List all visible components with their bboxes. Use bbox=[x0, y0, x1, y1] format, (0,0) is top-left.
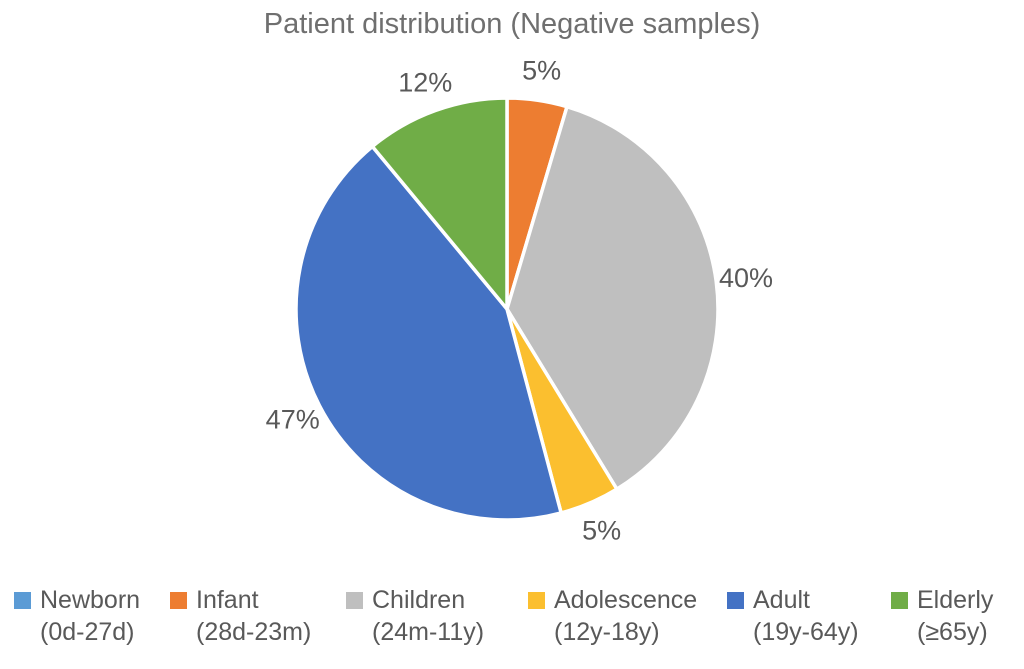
legend-swatch-infant-icon bbox=[170, 592, 187, 609]
legend-item-adult: Adult (19y-64y) bbox=[727, 584, 859, 648]
legend-range: (24m-11y) bbox=[372, 618, 485, 646]
legend-label: Children bbox=[372, 586, 466, 614]
pie-label-infant: 5% bbox=[522, 56, 561, 86]
pie-labels-group: 5% 40% 5% 47% 12% bbox=[266, 56, 773, 546]
legend-label: Newborn bbox=[40, 586, 141, 614]
legend-label: Infant bbox=[196, 586, 259, 614]
pie-label-adult: 47% bbox=[266, 404, 320, 434]
legend-range: (28d-23m) bbox=[196, 618, 312, 646]
legend-text: Adult (19y-64y) bbox=[753, 584, 859, 648]
legend-text: Newborn (0d-27d) bbox=[40, 584, 140, 648]
legend-range: (0d-27d) bbox=[40, 618, 135, 646]
legend-item-children: Children (24m-11y) bbox=[346, 584, 484, 648]
legend-range: (12y-18y) bbox=[554, 618, 660, 646]
legend-item-adolescence: Adolescence (12y-18y) bbox=[528, 584, 697, 648]
legend-text: Children (24m-11y) bbox=[372, 584, 484, 648]
legend-label: Adult bbox=[753, 586, 810, 614]
pie-label-children: 40% bbox=[719, 263, 773, 293]
legend-item-elderly: Elderly (≥65y) bbox=[891, 584, 993, 648]
legend-item-newborn: Newborn (0d-27d) bbox=[14, 584, 140, 648]
chart-title: Patient distribution (Negative samples) bbox=[263, 8, 761, 40]
pie-slices-group bbox=[294, 96, 720, 522]
pie-slice-elderly bbox=[370, 96, 509, 311]
legend-label: Elderly bbox=[917, 586, 994, 614]
pie-slice-adult bbox=[294, 144, 563, 522]
legend-text: Elderly (≥65y) bbox=[917, 584, 993, 648]
legend-text: Infant (28d-23m) bbox=[196, 584, 311, 648]
legend-item-infant: Infant (28d-23m) bbox=[170, 584, 311, 648]
legend-text: Adolescence (12y-18y) bbox=[554, 584, 697, 648]
legend-swatch-children-icon bbox=[346, 592, 363, 609]
legend-range: (≥65y) bbox=[917, 618, 988, 646]
pie-chart: 5% 40% 5% 47% 12% bbox=[266, 56, 773, 546]
legend-swatch-elderly-icon bbox=[891, 592, 908, 609]
legend-swatch-adult-icon bbox=[727, 592, 744, 609]
pie-label-elderly: 12% bbox=[398, 67, 452, 97]
legend-swatch-newborn-icon bbox=[14, 592, 31, 609]
legend-range: (19y-64y) bbox=[753, 618, 859, 646]
legend-label: Adolescence bbox=[554, 586, 698, 614]
legend-swatch-adolescence-icon bbox=[528, 592, 545, 609]
pie-label-adolescence: 5% bbox=[582, 516, 621, 546]
